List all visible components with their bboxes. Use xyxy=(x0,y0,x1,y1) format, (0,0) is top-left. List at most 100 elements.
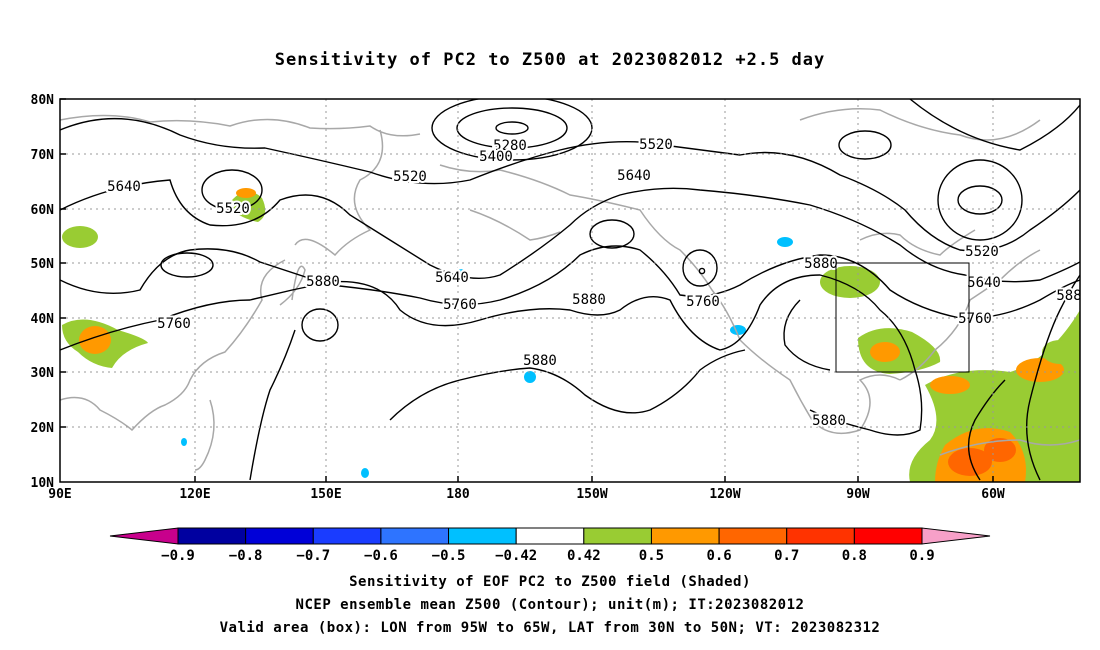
lat-labels: 80N 70N 60N 50N 40N 30N 20N 10N xyxy=(31,93,55,491)
contour-label: 5640 xyxy=(435,270,469,286)
coast-south-america xyxy=(939,439,1080,456)
colorbar-cell xyxy=(448,527,517,545)
colorbar-low-end xyxy=(109,527,179,545)
contour-low-siberia xyxy=(201,169,263,211)
caption-line-3: Valid area (box): LON from 95W to 65W, L… xyxy=(219,620,881,636)
map-grid xyxy=(60,99,1080,482)
coast-arctic-canada xyxy=(799,108,1041,141)
contour-low-labrador-2 xyxy=(957,185,1003,215)
axis-ticks xyxy=(60,98,994,482)
colorbar-label: 0.8 xyxy=(842,548,867,564)
lon-label: 60W xyxy=(981,487,1005,502)
contour-label: 5880 xyxy=(804,256,838,272)
shade-patch xyxy=(984,438,1016,462)
shade-patch xyxy=(820,266,880,298)
colorbar-cell xyxy=(853,527,923,545)
colorbar-labels: −0.9 −0.8 −0.7 −0.6 −0.5 −0.42 0.42 0.5 0.6 0.7 0.… xyxy=(161,548,935,564)
coast-alaska-westcoast xyxy=(439,164,741,341)
shade-patch xyxy=(870,342,900,362)
colorbar-cell xyxy=(515,527,585,545)
contour-label: 5880 xyxy=(572,292,606,308)
contour-5520-north xyxy=(60,118,1080,252)
colorbar-label: 0.42 xyxy=(567,548,601,564)
colorbar-label: 0.5 xyxy=(639,548,664,564)
contour-label: 5760 xyxy=(686,294,720,310)
coastlines xyxy=(60,108,1080,471)
lat-label: 30N xyxy=(31,366,55,381)
shade-patch xyxy=(909,310,1080,482)
colorbar-label: −0.42 xyxy=(495,548,537,564)
contour-high-center xyxy=(698,267,706,275)
contour-5880-subtropical xyxy=(389,349,746,421)
contour-atlantic-inner xyxy=(967,379,1006,481)
contour-arctic xyxy=(909,99,1080,151)
colorbar-label: 0.6 xyxy=(706,548,731,564)
contour-label: 5760 xyxy=(958,311,992,327)
contour-low-1 xyxy=(431,99,593,161)
colorbar: −0.9 −0.8 −0.7 −0.6 −0.5 −0.42 0.42 0.5 0.6 0.7 0.… xyxy=(109,527,991,564)
plot-title: Sensitivity of PC2 to Z500 at 2023082012… xyxy=(274,50,826,70)
shade-patch xyxy=(948,448,992,476)
caption-line-1: Sensitivity of EOF PC2 to Z500 field (Sh… xyxy=(349,574,751,590)
contour-label: 588 xyxy=(1056,288,1081,304)
contour-label: 5520 xyxy=(216,201,250,217)
lon-label: 150E xyxy=(310,487,341,502)
valid-area-box xyxy=(835,262,970,373)
lon-labels: 90E 120E 150E 180 150W 120W 90W 60W xyxy=(48,487,1005,502)
contour-label: 5520 xyxy=(393,169,427,185)
colorbar-cells xyxy=(177,527,923,545)
colorbar-label: −0.8 xyxy=(229,548,263,564)
map-panel xyxy=(60,99,1080,482)
shade-patch xyxy=(62,226,98,248)
contour-low-3 xyxy=(495,121,529,135)
contour-5880-main xyxy=(60,274,923,436)
contour-labels: 5280 5400 5520 5520 5640 5520 5640 5640 … xyxy=(105,135,1081,431)
contour-label: 5640 xyxy=(967,275,1001,291)
shade-patch xyxy=(524,371,536,383)
colorbar-label: 0.9 xyxy=(909,548,934,564)
z500-contours xyxy=(60,99,1080,481)
lon-label: 120W xyxy=(709,487,740,502)
colorbar-cell xyxy=(650,527,720,545)
contour-label: 5640 xyxy=(617,168,651,184)
contour-gulf xyxy=(783,299,831,371)
lat-label: 40N xyxy=(31,312,55,327)
colorbar-label: −0.9 xyxy=(161,548,195,564)
coast-kamchatka xyxy=(294,129,384,257)
colorbar-cell xyxy=(718,527,788,545)
contour-west-pacific xyxy=(249,329,296,481)
colorbar-label: −0.5 xyxy=(432,548,466,564)
contour-high-japan xyxy=(301,308,339,342)
contour-low-greenland-w xyxy=(838,130,892,160)
lat-label: 50N xyxy=(31,257,55,272)
contour-label: 5880 xyxy=(812,413,846,429)
coast-east-asia xyxy=(60,259,286,432)
contour-label: 5760 xyxy=(157,316,191,332)
colorbar-cell xyxy=(312,527,382,545)
coast-us-east xyxy=(899,249,1041,381)
shade-patch xyxy=(1042,340,1078,364)
colorbar-cell xyxy=(786,527,855,545)
contour-ring-central-asia xyxy=(160,252,214,278)
contour-label: 5280 xyxy=(493,138,527,154)
lat-label: 20N xyxy=(31,421,55,436)
colorbar-label: −0.7 xyxy=(296,548,330,564)
lon-label: 180 xyxy=(446,487,470,502)
colorbar-label: 0.7 xyxy=(774,548,799,564)
contour-atlantic-high xyxy=(1026,274,1080,481)
colorbar-cell xyxy=(583,527,652,545)
contour-low-2 xyxy=(456,107,568,149)
colorbar-cell xyxy=(380,527,450,545)
shade-patch xyxy=(1016,358,1064,382)
lon-label: 90E xyxy=(48,487,71,502)
coast-siberia-north xyxy=(60,114,421,137)
colorbar-cell xyxy=(177,527,247,545)
shade-patch xyxy=(181,438,187,446)
contour-low-labrador-1 xyxy=(937,159,1023,241)
shade-patch xyxy=(79,326,111,354)
coast-mexico xyxy=(739,339,901,435)
lon-label: 90W xyxy=(846,487,870,502)
shade-patch xyxy=(930,376,970,394)
coast-aleutians xyxy=(469,209,561,241)
